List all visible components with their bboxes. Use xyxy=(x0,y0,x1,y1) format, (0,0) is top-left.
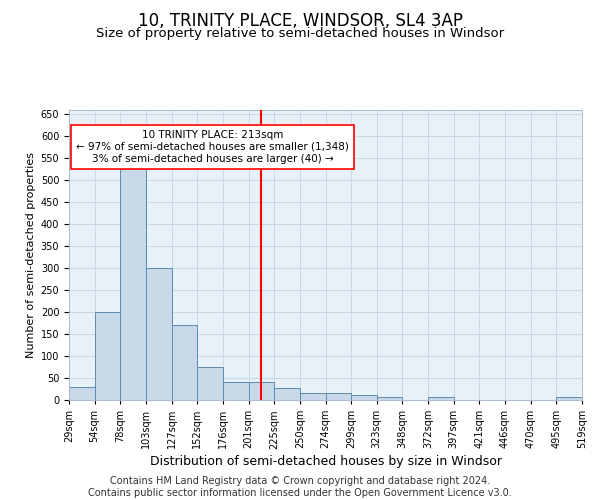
Bar xyxy=(377,397,403,400)
Text: 10, TRINITY PLACE, WINDSOR, SL4 3AP: 10, TRINITY PLACE, WINDSOR, SL4 3AP xyxy=(137,12,463,30)
Bar xyxy=(223,382,248,400)
Text: 10 TRINITY PLACE: 213sqm
← 97% of semi-detached houses are smaller (1,348)
3% of: 10 TRINITY PLACE: 213sqm ← 97% of semi-d… xyxy=(76,130,349,164)
Bar xyxy=(556,397,582,400)
Bar xyxy=(69,387,95,400)
Y-axis label: Number of semi-detached properties: Number of semi-detached properties xyxy=(26,152,37,358)
Bar xyxy=(95,312,121,400)
Text: Contains HM Land Registry data © Crown copyright and database right 2024.
Contai: Contains HM Land Registry data © Crown c… xyxy=(88,476,512,498)
Bar xyxy=(325,394,351,400)
Bar xyxy=(274,388,300,400)
Bar xyxy=(351,394,377,400)
Bar xyxy=(146,268,172,400)
Bar xyxy=(248,382,274,400)
Bar xyxy=(197,367,223,400)
X-axis label: Distribution of semi-detached houses by size in Windsor: Distribution of semi-detached houses by … xyxy=(149,456,502,468)
Bar xyxy=(172,326,197,400)
Bar xyxy=(428,397,454,400)
Bar xyxy=(300,394,325,400)
Text: Size of property relative to semi-detached houses in Windsor: Size of property relative to semi-detach… xyxy=(96,28,504,40)
Bar xyxy=(121,162,146,400)
